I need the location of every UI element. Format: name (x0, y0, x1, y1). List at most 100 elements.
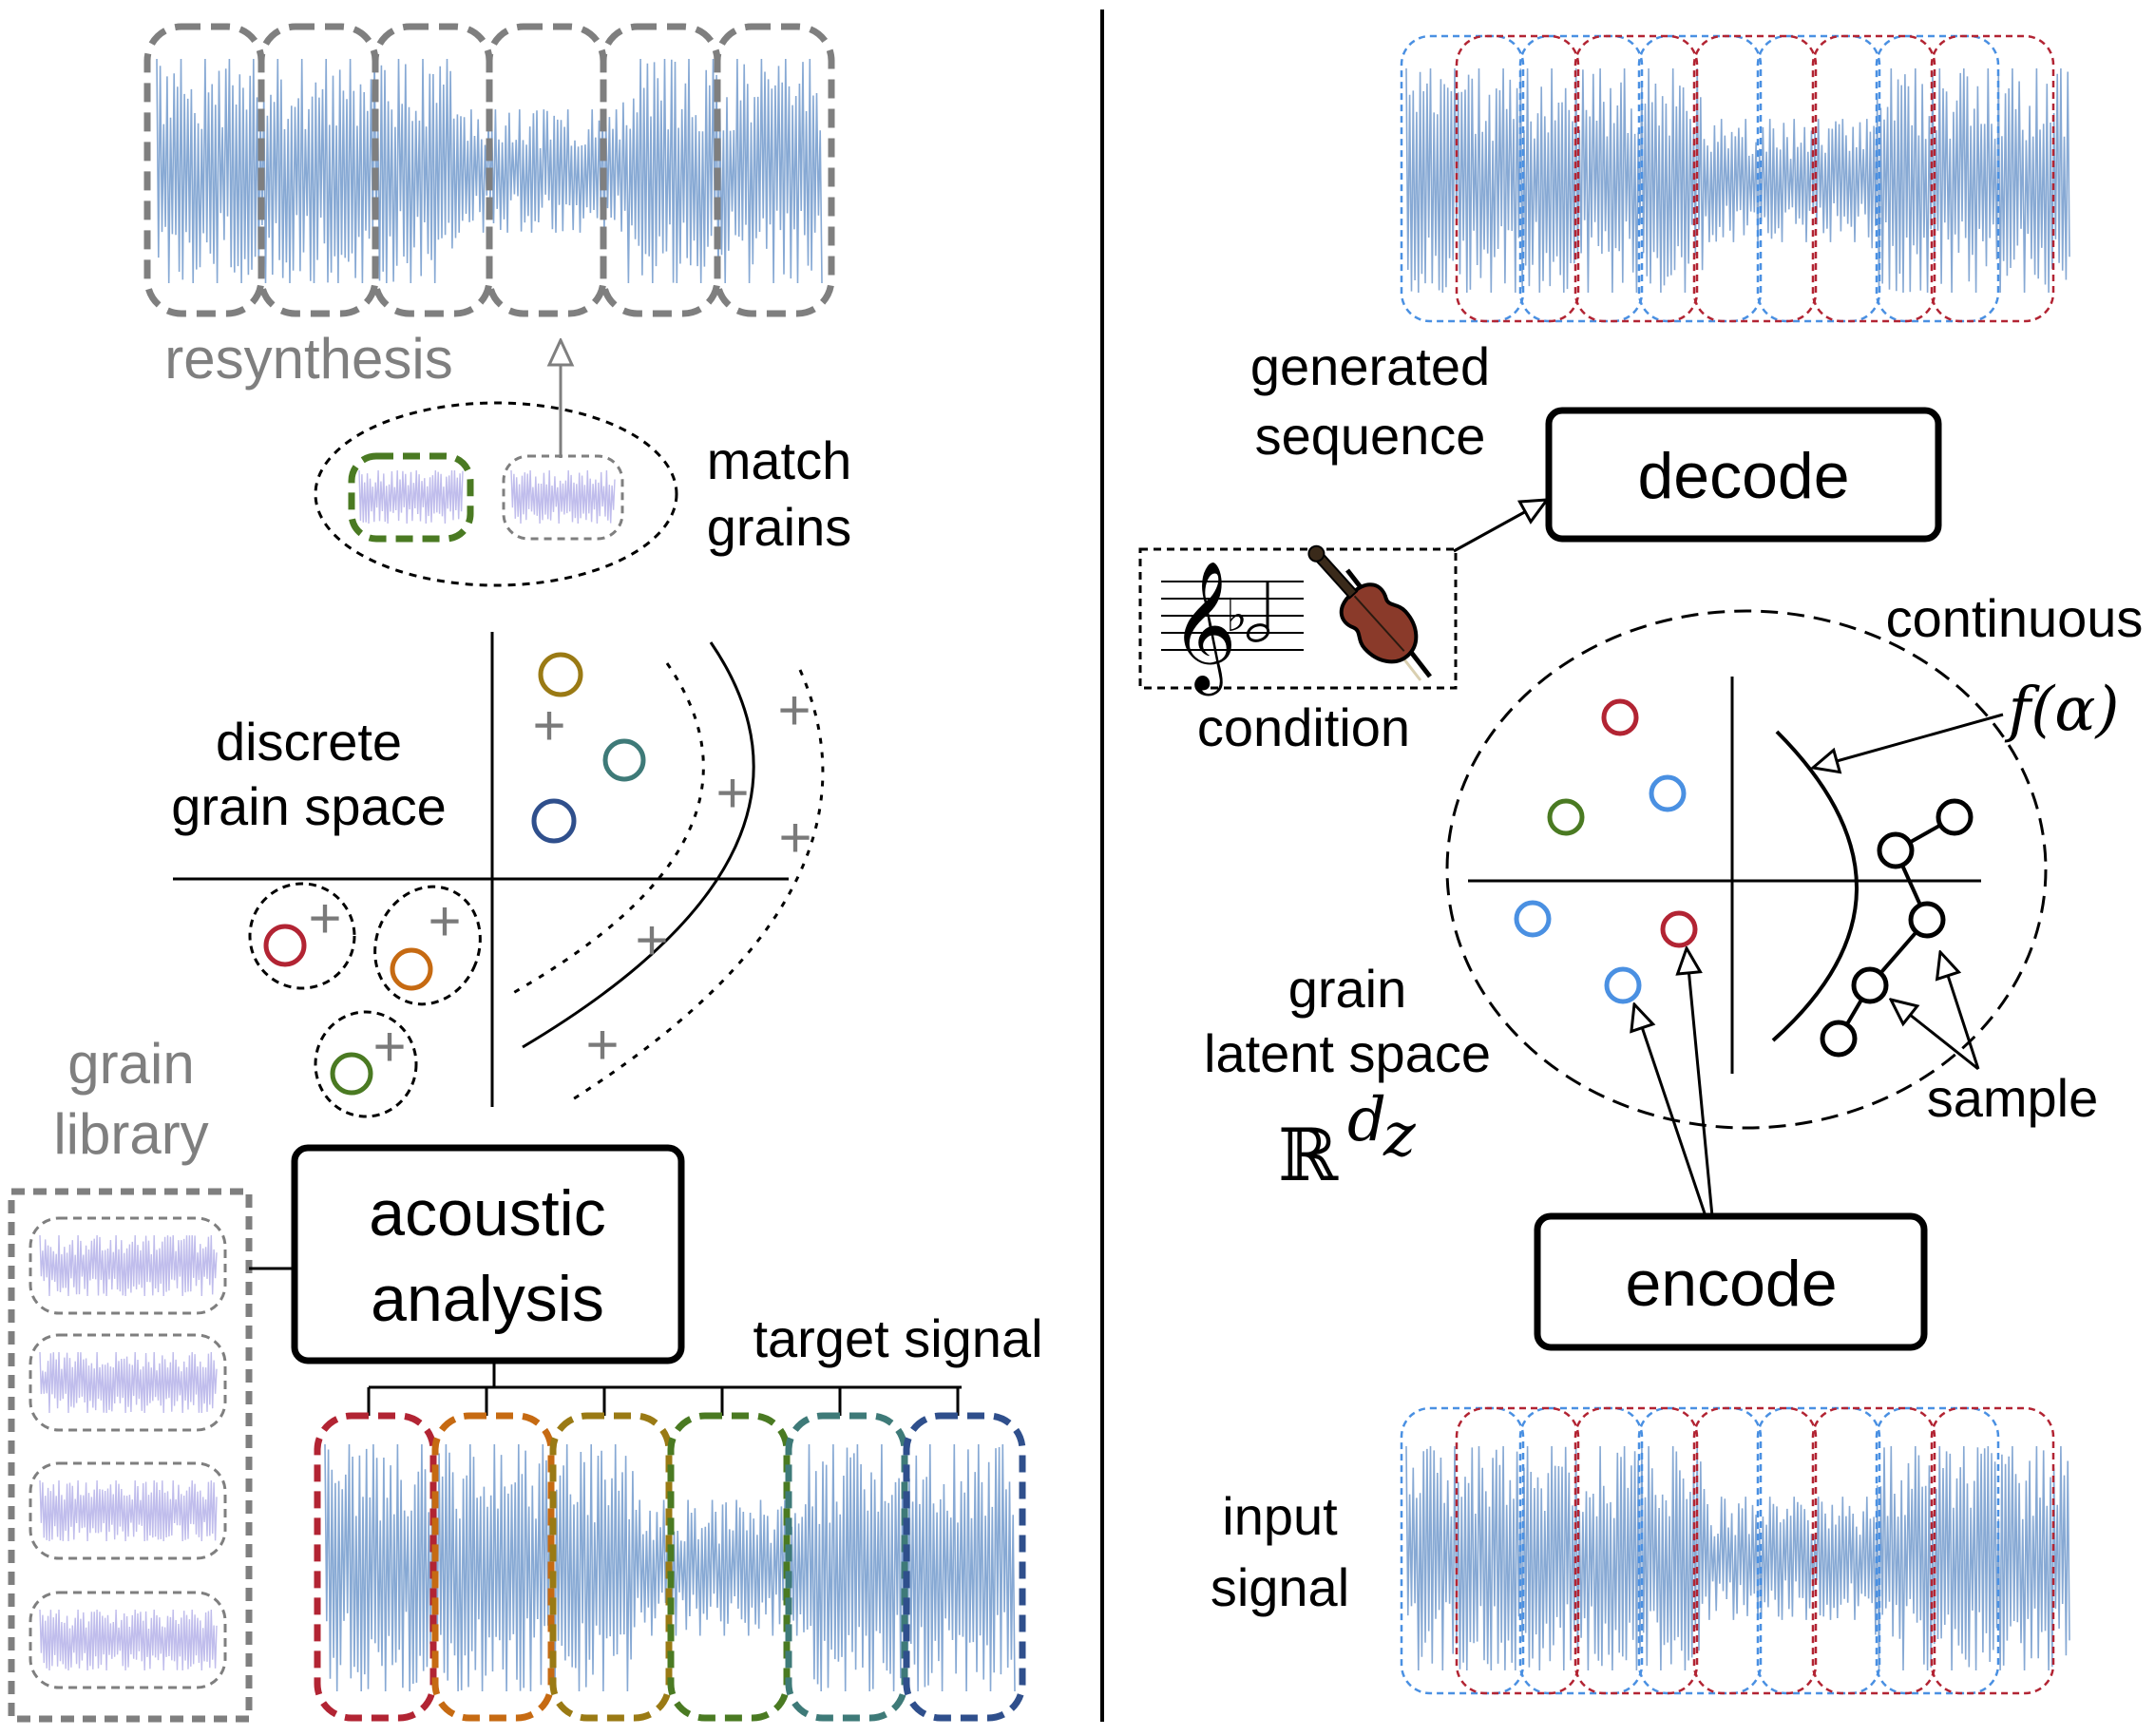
plus-marker: + (715, 761, 749, 825)
generated-sequence-windows (1400, 34, 2055, 323)
input-signal-windows (1400, 1406, 2055, 1695)
overlap-window-blue (1400, 34, 1525, 323)
discrete-grain-space: + + + + + + + + + (173, 632, 825, 1118)
resynthesis-label: resynthesis (164, 327, 452, 391)
overlap-window-red (1573, 1406, 1699, 1695)
sample-node (1936, 798, 1974, 836)
target-signal-label: target signal (753, 1308, 1042, 1368)
grain-library-waveforms (39, 1234, 218, 1671)
library-grain (29, 1333, 227, 1432)
plus-marker: + (532, 694, 565, 757)
target-segment-teal (785, 1412, 908, 1722)
discrete-decision-boundary (522, 641, 755, 1049)
latent-point-blue (1514, 900, 1552, 938)
target-segment-navy (903, 1412, 1026, 1722)
resynthesis-segment (372, 23, 493, 317)
latent-decision-curve (1771, 730, 1859, 1042)
target-signal-segments (314, 1412, 1026, 1722)
discrete-margin-outer (567, 669, 825, 1104)
match-grains-label-line2: grains (707, 497, 852, 557)
target-segment-orange (431, 1412, 555, 1722)
matched-grain-gray (502, 454, 624, 541)
sample-arrow (1940, 952, 1980, 1070)
resynthesis-segment (257, 23, 379, 317)
input-signal-waveform (1405, 1445, 2070, 1671)
overlap-window-blue (1756, 34, 1881, 323)
sample-node (1820, 1020, 1858, 1058)
plus-marker: + (635, 908, 668, 972)
f-alpha-arrow (1813, 713, 2004, 768)
overlap-window-red (1573, 34, 1699, 323)
condition-label: condition (1197, 697, 1410, 757)
encode-to-latent-arrow (1634, 1004, 1707, 1217)
encode-box[interactable] (1534, 1212, 1928, 1351)
input-signal-label-line2: signal (1211, 1557, 1349, 1617)
grain-cluster-red (248, 882, 356, 990)
overlap-window-blue (1518, 34, 1644, 323)
grain-point-navy (531, 798, 577, 844)
plus-marker: + (372, 1015, 406, 1078)
match-grains-waveforms (358, 469, 616, 525)
plus-marker: + (778, 806, 811, 869)
grain-point-green (330, 1052, 373, 1096)
overlap-window-red (1692, 34, 1818, 323)
grain-library-container (8, 1188, 253, 1723)
matched-grain-green (348, 452, 474, 543)
target-signal-bracket (367, 1361, 962, 1416)
target-segment-olive (549, 1412, 673, 1722)
resynthesis-segment (600, 23, 721, 317)
acoustic-analysis-box[interactable] (291, 1144, 685, 1364)
library-grain (29, 1591, 227, 1689)
target-segment-green (667, 1412, 791, 1722)
plus-marker: + (777, 678, 811, 742)
grain-library-label-line2: library (53, 1102, 208, 1166)
plus-marker: + (428, 889, 461, 953)
match-grains-ellipse (314, 401, 678, 587)
encode-label: encode (1625, 1248, 1837, 1320)
latent-space-boundary (1445, 609, 2048, 1130)
overlap-window-red (1455, 34, 1580, 323)
sample-node (1877, 831, 1915, 869)
acoustic-analysis-label-line2: analysis (371, 1263, 604, 1335)
plus-marker: + (585, 1013, 619, 1077)
grain-point-red (263, 924, 307, 967)
grain-point-teal (602, 738, 646, 782)
treble-clef-staff-icon: 𝄞 ♭ (1161, 562, 1304, 696)
grain-library-label-line1: grain (67, 1032, 194, 1096)
sample-node (1851, 966, 1889, 1004)
library-grain (29, 1216, 227, 1315)
grain-point-orange (390, 947, 433, 991)
latent-point-blue (1649, 774, 1687, 812)
overlap-window-red (1930, 34, 2055, 323)
overlap-window-blue (1637, 34, 1763, 323)
grain-latent-space-label-line2: latent space (1204, 1023, 1491, 1083)
resynthesis-waveform (156, 58, 823, 284)
generated-sequence-waveform (1405, 67, 2070, 294)
input-signal-label-line1: input (1222, 1486, 1338, 1546)
condition-box (1138, 547, 1458, 690)
overlap-window-red (1811, 1406, 1936, 1695)
overlap-window-red (1692, 1406, 1818, 1695)
grain-latent-space-label-line1: grain (1288, 959, 1407, 1019)
discrete-grain-space-label-line1: discrete (216, 712, 402, 772)
generated-sequence-label-line2: sequence (1255, 406, 1486, 466)
real-space-symbol: ℝ d z (1278, 1085, 1417, 1197)
sample-trajectory (1820, 798, 1974, 1058)
f-alpha-label: f(α) (2005, 675, 2120, 745)
latent-point-red (1660, 910, 1698, 948)
acoustic-analysis-label-line1: acoustic (369, 1177, 605, 1250)
continuous-label: continuous (1886, 588, 2144, 648)
target-segment-red (314, 1412, 437, 1722)
grain-point-olive (538, 652, 583, 697)
discrete-grain-space-label-line2: grain space (171, 776, 447, 836)
resynthesis-segment (486, 23, 607, 317)
decode-box[interactable] (1545, 407, 1942, 543)
grain-library-items (29, 1216, 227, 1689)
real-space-base: ℝ (1278, 1113, 1339, 1197)
overlap-window-red (1455, 1406, 1580, 1695)
grain-cluster-orange (373, 885, 482, 1006)
overlap-window-blue (1756, 1406, 1881, 1695)
overlap-window-blue (1637, 1406, 1763, 1695)
resynthesis-segments (143, 23, 835, 317)
